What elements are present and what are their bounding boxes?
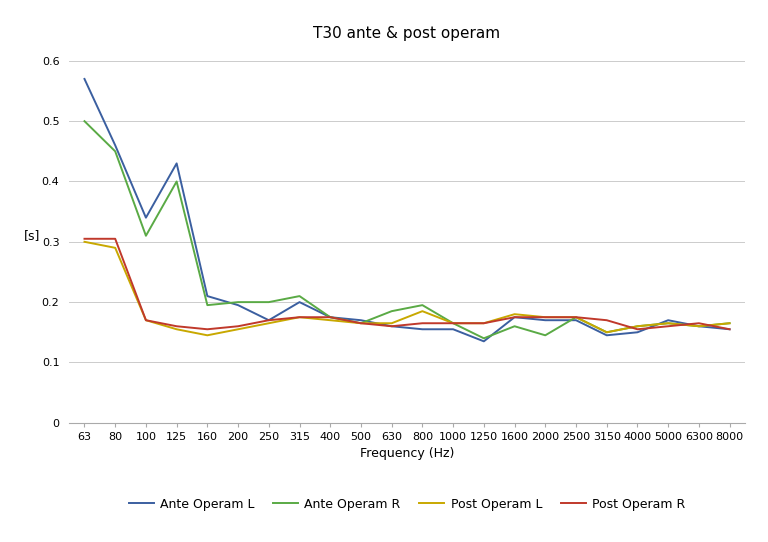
Post Operam L bbox=[326, 317, 335, 324]
Line: Post Operam R: Post Operam R bbox=[84, 239, 730, 330]
Post Operam R bbox=[172, 323, 181, 330]
Ante Operam R bbox=[295, 293, 304, 299]
Post Operam R bbox=[295, 314, 304, 320]
Post Operam R bbox=[664, 323, 673, 330]
Post Operam L bbox=[479, 320, 488, 326]
Ante Operam R bbox=[356, 320, 366, 326]
Ante Operam L bbox=[510, 314, 519, 320]
Post Operam R bbox=[141, 317, 151, 324]
Ante Operam R bbox=[664, 320, 673, 326]
Post Operam R bbox=[326, 314, 335, 320]
Post Operam R bbox=[111, 236, 120, 242]
Ante Operam R bbox=[387, 308, 396, 314]
Ante Operam L bbox=[541, 317, 550, 324]
Ante Operam L bbox=[172, 160, 181, 166]
Ante Operam R bbox=[80, 118, 89, 125]
Post Operam R bbox=[479, 320, 488, 326]
Ante Operam R bbox=[233, 299, 243, 305]
Ante Operam L bbox=[602, 332, 611, 339]
Ante Operam L bbox=[326, 314, 335, 320]
Y-axis label: [s]: [s] bbox=[24, 229, 40, 242]
Ante Operam R bbox=[264, 299, 273, 305]
Post Operam L bbox=[449, 320, 458, 326]
Post Operam L bbox=[510, 311, 519, 318]
Ante Operam L bbox=[479, 338, 488, 345]
Post Operam L bbox=[80, 238, 89, 245]
Post Operam R bbox=[633, 326, 642, 333]
Post Operam R bbox=[418, 320, 427, 326]
Post Operam L bbox=[141, 317, 151, 324]
Post Operam R bbox=[387, 323, 396, 330]
Post Operam L bbox=[694, 323, 703, 330]
X-axis label: Frequency (Hz): Frequency (Hz) bbox=[360, 447, 454, 460]
Line: Ante Operam L: Ante Operam L bbox=[84, 79, 730, 341]
Ante Operam R bbox=[172, 178, 181, 185]
Ante Operam R bbox=[725, 320, 734, 326]
Ante Operam L bbox=[418, 326, 427, 333]
Ante Operam R bbox=[141, 233, 151, 239]
Line: Ante Operam R: Ante Operam R bbox=[84, 121, 730, 338]
Post Operam L bbox=[295, 314, 304, 320]
Title: T30 ante & post operam: T30 ante & post operam bbox=[313, 25, 501, 41]
Ante Operam L bbox=[449, 326, 458, 333]
Ante Operam L bbox=[233, 302, 243, 308]
Ante Operam L bbox=[111, 142, 120, 149]
Post Operam R bbox=[602, 317, 611, 324]
Post Operam L bbox=[602, 329, 611, 335]
Post Operam L bbox=[203, 332, 212, 339]
Post Operam L bbox=[356, 320, 366, 326]
Ante Operam L bbox=[694, 323, 703, 330]
Post Operam R bbox=[203, 326, 212, 333]
Post Operam R bbox=[356, 320, 366, 326]
Post Operam L bbox=[387, 320, 396, 326]
Ante Operam R bbox=[694, 323, 703, 330]
Post Operam R bbox=[233, 323, 243, 330]
Post Operam R bbox=[541, 314, 550, 320]
Ante Operam R bbox=[633, 323, 642, 330]
Ante Operam R bbox=[602, 329, 611, 335]
Ante Operam L bbox=[633, 329, 642, 335]
Post Operam L bbox=[633, 323, 642, 330]
Ante Operam L bbox=[264, 317, 273, 324]
Post Operam L bbox=[664, 320, 673, 326]
Ante Operam L bbox=[571, 317, 581, 324]
Post Operam L bbox=[111, 244, 120, 251]
Ante Operam L bbox=[295, 299, 304, 305]
Ante Operam R bbox=[418, 302, 427, 308]
Post Operam R bbox=[694, 320, 703, 326]
Post Operam L bbox=[264, 320, 273, 326]
Post Operam R bbox=[571, 314, 581, 320]
Ante Operam L bbox=[356, 317, 366, 324]
Ante Operam L bbox=[664, 317, 673, 324]
Post Operam L bbox=[541, 314, 550, 320]
Post Operam L bbox=[571, 314, 581, 320]
Post Operam L bbox=[725, 320, 734, 326]
Ante Operam L bbox=[387, 323, 396, 330]
Ante Operam R bbox=[541, 332, 550, 339]
Post Operam R bbox=[264, 317, 273, 324]
Ante Operam L bbox=[80, 76, 89, 82]
Post Operam R bbox=[510, 314, 519, 320]
Ante Operam R bbox=[326, 314, 335, 320]
Post Operam L bbox=[418, 308, 427, 314]
Ante Operam R bbox=[510, 323, 519, 330]
Post Operam R bbox=[449, 320, 458, 326]
Legend: Ante Operam L, Ante Operam R, Post Operam L, Post Operam R: Ante Operam L, Ante Operam R, Post Opera… bbox=[124, 493, 690, 515]
Ante Operam R bbox=[203, 302, 212, 308]
Post Operam R bbox=[80, 236, 89, 242]
Ante Operam L bbox=[725, 326, 734, 333]
Ante Operam R bbox=[449, 320, 458, 326]
Ante Operam L bbox=[141, 215, 151, 221]
Line: Post Operam L: Post Operam L bbox=[84, 242, 730, 335]
Ante Operam R bbox=[571, 314, 581, 320]
Post Operam L bbox=[233, 326, 243, 333]
Ante Operam R bbox=[111, 148, 120, 154]
Post Operam R bbox=[725, 326, 734, 333]
Ante Operam R bbox=[479, 335, 488, 341]
Post Operam L bbox=[172, 326, 181, 333]
Ante Operam L bbox=[203, 293, 212, 299]
